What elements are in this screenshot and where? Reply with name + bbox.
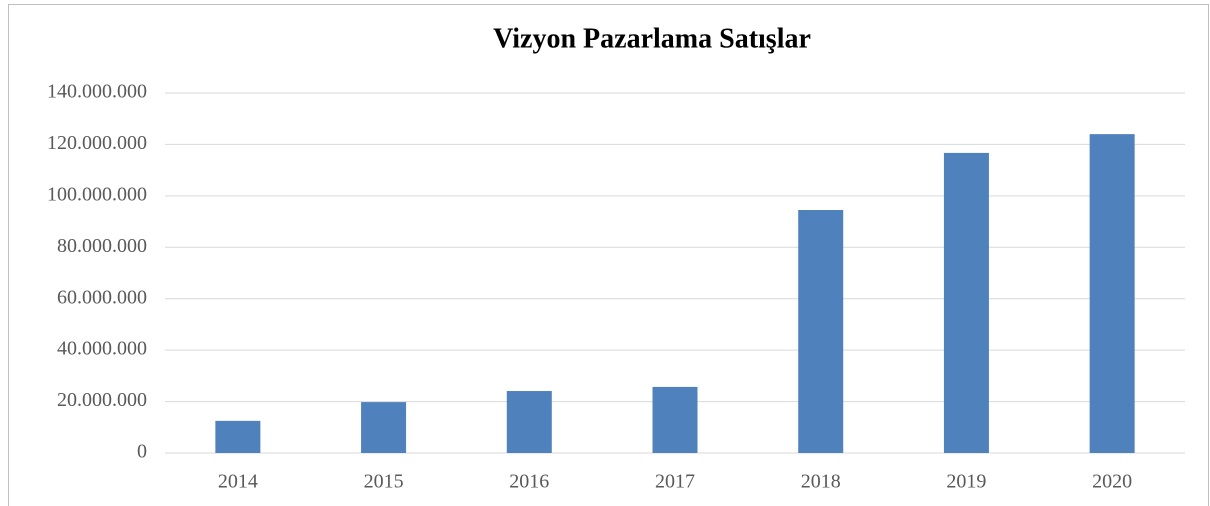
bar — [1089, 134, 1135, 453]
x-tick-label: 2019 — [946, 471, 986, 493]
y-tick-label: 60.000.000 — [57, 286, 147, 308]
x-tick-label: 2015 — [364, 471, 404, 493]
x-tick-label: 2017 — [655, 471, 695, 493]
bar — [943, 152, 989, 453]
bar — [215, 420, 261, 453]
y-tick-label: 40.000.000 — [57, 338, 147, 360]
chart-frame — [8, 4, 1209, 506]
x-tick-label: 2016 — [509, 471, 549, 493]
bar — [652, 386, 698, 453]
bar — [506, 391, 552, 453]
bar — [798, 210, 844, 453]
x-tick-label: 2020 — [1092, 471, 1132, 493]
x-tick-label: 2018 — [801, 471, 841, 493]
chart-title: Vizyon Pazarlama Satışlar — [493, 23, 811, 54]
y-tick-label: 0 — [137, 441, 147, 463]
y-tick-label: 80.000.000 — [57, 235, 147, 257]
x-tick-label: 2014 — [218, 471, 258, 493]
y-tick-label: 100.000.000 — [47, 183, 147, 205]
y-tick-label: 140.000.000 — [47, 81, 147, 103]
y-tick-label: 120.000.000 — [47, 132, 147, 154]
y-tick-label: 20.000.000 — [57, 389, 147, 411]
bar — [361, 402, 407, 453]
